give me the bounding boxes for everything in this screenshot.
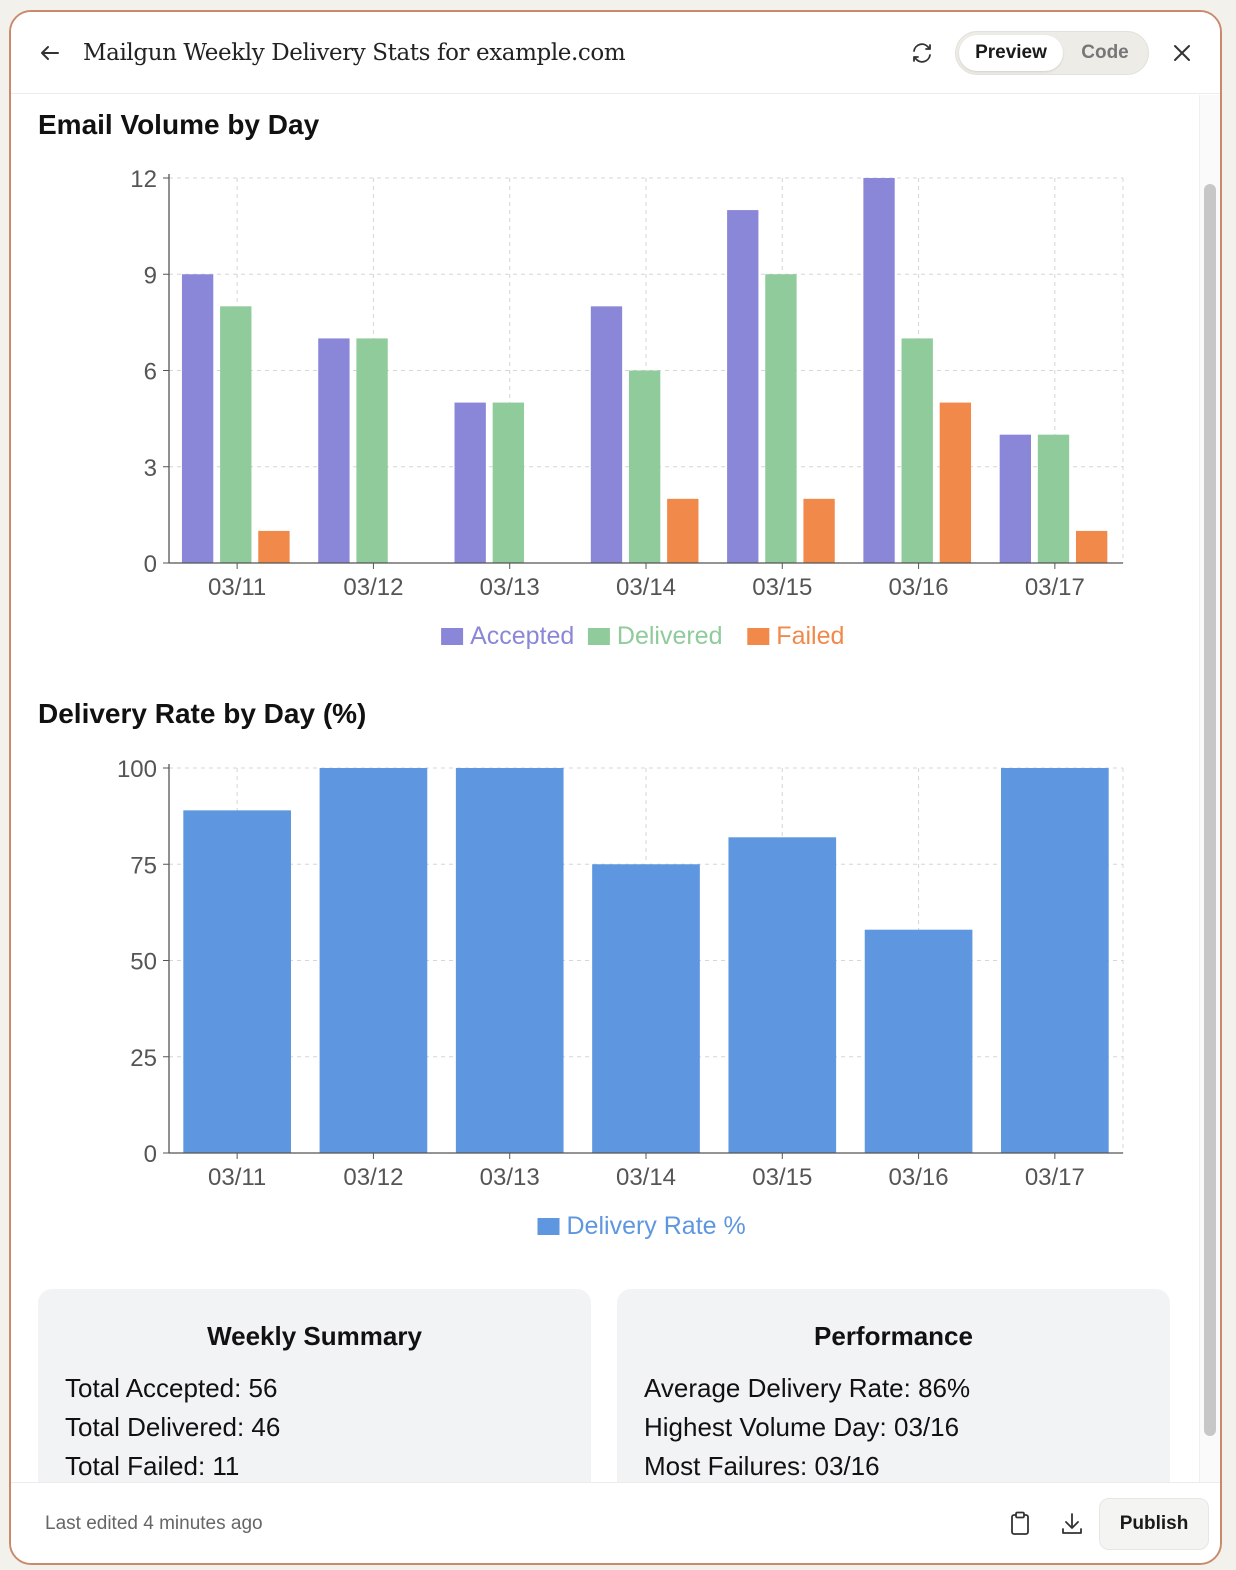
legend-swatch (747, 628, 770, 645)
legend-label: Accepted (470, 622, 574, 650)
x-tick-label: 03/13 (480, 574, 540, 601)
summary-line: Total Accepted: 56 (65, 1373, 278, 1403)
bar-accepted (863, 178, 895, 563)
y-tick-label: 25 (130, 1045, 157, 1072)
close-icon[interactable] (1169, 40, 1195, 66)
tab-code[interactable]: Code (1081, 42, 1129, 63)
summary-line: Total Failed: 11 (65, 1451, 240, 1481)
refresh-icon[interactable] (909, 40, 935, 66)
download-icon[interactable] (1059, 1510, 1085, 1538)
y-tick-label: 100 (117, 756, 157, 783)
bar-delivered (765, 274, 797, 563)
back-arrow-icon[interactable] (37, 40, 63, 66)
bar-failed (803, 498, 835, 563)
bar-failed (258, 530, 290, 563)
bar-delivered (356, 338, 388, 563)
x-tick-label: 03/16 (889, 1164, 949, 1191)
x-tick-label: 03/16 (889, 574, 949, 601)
scrollbar-thumb[interactable] (1204, 184, 1216, 1436)
page-title: Mailgun Weekly Delivery Stats for exampl… (83, 40, 626, 66)
bar-accepted (727, 210, 759, 564)
performance-title: Performance (814, 1321, 973, 1351)
bar-accepted (318, 338, 350, 563)
legend-label: Delivery Rate % (567, 1212, 746, 1240)
bar-accepted (590, 306, 623, 563)
legend-label: Failed (776, 622, 844, 650)
x-tick-label: 03/11 (208, 1164, 266, 1191)
y-tick-label: 6 (144, 359, 157, 386)
bar-delivery-rate- (455, 768, 564, 1153)
x-tick-label: 03/12 (343, 574, 403, 601)
legend-swatch (587, 628, 610, 645)
bar-accepted (454, 402, 486, 563)
bar-accepted (999, 434, 1032, 563)
last-edited-text: Last edited 4 minutes ago (45, 1513, 263, 1534)
y-tick-label: 0 (144, 551, 157, 578)
artifact-window: Mailgun Weekly Delivery Stats for exampl… (9, 10, 1222, 1565)
performance-line: Average Delivery Rate: 86% (644, 1373, 971, 1403)
footer-bar: Last edited 4 minutes ago Publish (11, 1482, 1220, 1563)
bar-delivery-rate- (319, 768, 428, 1153)
weekly-summary-card: Weekly Summary Total Accepted: 56 Total … (38, 1289, 591, 1485)
email-volume-chart: 0 3 6 9 12 03/11 03/12 03/13 03/14 03/15 03/16 03/1… (130, 166, 1124, 650)
y-tick-label: 9 (144, 262, 157, 289)
y-tick-label: 75 (130, 852, 157, 879)
tab-preview[interactable]: Preview (959, 35, 1063, 71)
bar-failed (667, 498, 699, 563)
bar-delivery-rate- (728, 837, 837, 1153)
x-tick-label: 03/13 (480, 1164, 540, 1191)
x-tick-label: 03/14 (616, 574, 676, 601)
performance-line: Most Failures: 03/16 (644, 1451, 880, 1481)
bar-delivery-rate- (1001, 768, 1109, 1153)
bar-accepted (181, 274, 214, 563)
performance-line: Highest Volume Day: 03/16 (644, 1412, 960, 1442)
chart-title-volume: Email Volume by Day (38, 109, 320, 140)
legend-swatch (537, 1218, 560, 1235)
bar-delivery-rate- (592, 864, 700, 1153)
bar-delivery-rate- (183, 810, 291, 1153)
publish-button[interactable]: Publish (1099, 1498, 1209, 1550)
bar-delivered (492, 402, 525, 563)
x-tick-label: 03/17 (1025, 574, 1085, 601)
y-tick-label: 3 (144, 455, 157, 482)
delivery-rate-chart: 0 25 50 75 100 03/11 03/12 03/13 03/14 03/15 03/16… (117, 756, 1124, 1240)
x-tick-label: 03/12 (343, 1164, 403, 1191)
bar-delivered (628, 370, 661, 563)
bar-delivered (901, 338, 933, 563)
bar-delivery-rate- (864, 929, 973, 1153)
y-tick-label: 50 (130, 949, 157, 976)
content-area: Email Volume by Day 0 3 6 9 12 03/11 03/12 03/1… (11, 95, 1201, 1485)
performance-card: Performance Average Delivery Rate: 86% H… (617, 1289, 1170, 1485)
legend-label: Delivered (617, 622, 723, 650)
y-tick-label: 0 (144, 1141, 157, 1168)
x-tick-label: 03/15 (752, 574, 812, 601)
header-bar: Mailgun Weekly Delivery Stats for exampl… (11, 12, 1220, 94)
x-tick-label: 03/15 (752, 1164, 812, 1191)
x-tick-label: 03/17 (1025, 1164, 1085, 1191)
chart-title-rate: Delivery Rate by Day (%) (38, 698, 367, 729)
summary-line: Total Delivered: 46 (65, 1412, 281, 1442)
bar-delivered (220, 306, 252, 563)
clipboard-icon[interactable] (1007, 1510, 1033, 1538)
x-tick-label: 03/11 (208, 574, 266, 601)
bar-delivered (1037, 434, 1070, 563)
legend-swatch (441, 628, 464, 645)
bar-failed (939, 402, 972, 563)
view-toggle: Preview Code (955, 31, 1149, 75)
x-tick-label: 03/14 (616, 1164, 676, 1191)
bar-failed (1075, 530, 1108, 563)
y-tick-label: 12 (130, 166, 157, 193)
summary-title: Weekly Summary (207, 1321, 422, 1351)
